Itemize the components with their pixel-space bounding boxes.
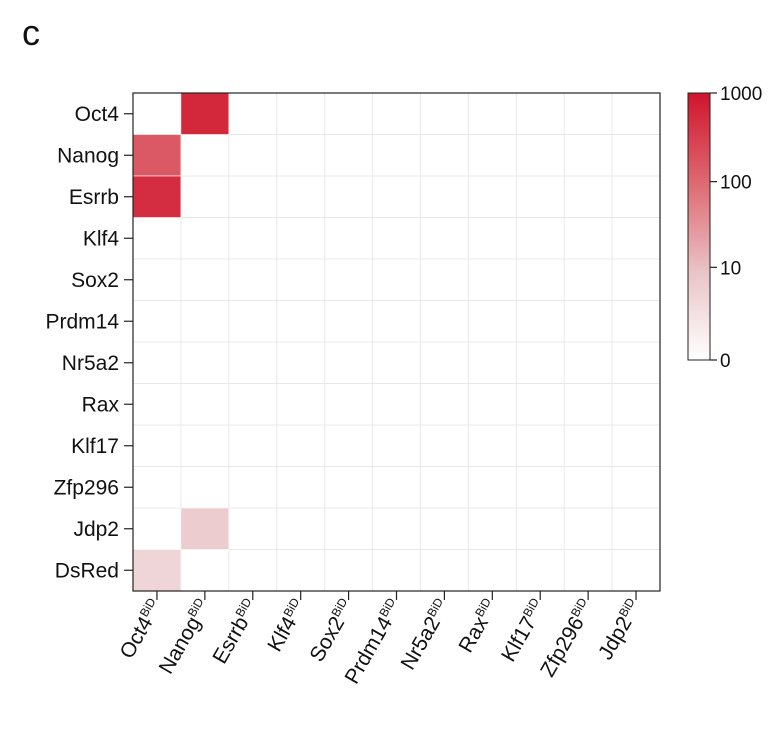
colorbar-gradient — [687, 92, 711, 361]
y-tick-label: Klf4 — [83, 227, 120, 250]
y-tick-label: Nr5a2 — [62, 352, 119, 375]
colorbar-tick-label: 0 — [720, 351, 731, 372]
x-tick-label: Prdm14BiD — [340, 595, 407, 688]
x-tick-label: NanogBiD — [154, 595, 216, 678]
heatmap-cells — [132, 92, 230, 592]
x-tick-label-name: Klf4 — [263, 612, 301, 655]
x-tick-label: Sox2BiD — [305, 595, 360, 665]
x-tick-label-name: Klf17 — [497, 613, 541, 666]
heatmap-cell-jdp2-nanog — [180, 507, 230, 550]
y-axis: Oct4 Nanog Esrrb Klf4 Sox2 Prdm14 Nr5a2 Rax Klf1… — [45, 103, 133, 582]
x-tick-label: Zfp296BiD — [535, 595, 598, 681]
x-tick-label: RaxBiD — [454, 595, 503, 656]
heatmap-cell-esrrb-oct4 — [132, 175, 182, 218]
colorbar-tick-label: 1000 — [720, 84, 762, 105]
y-tick-label: Oct4 — [75, 103, 120, 126]
y-tick-label: Sox2 — [71, 269, 119, 292]
x-tick-label-name: Nanog — [155, 613, 206, 678]
y-tick-label: Klf17 — [71, 435, 119, 458]
colorbar-ticks: 0 10 100 1000 — [710, 84, 762, 372]
x-tick-label: Jdp2BiD — [593, 595, 646, 663]
y-tick-label: Rax — [82, 393, 120, 416]
x-tick-label: Nr5a2BiD — [396, 595, 455, 674]
y-tick-label: Nanog — [57, 144, 119, 167]
heatmap-cell-dsred-oct4 — [132, 549, 182, 592]
x-tick-label: EsrrbBiD — [208, 595, 264, 667]
x-tick-label: Oct4BiD — [115, 595, 168, 662]
x-tick-label-name: Zfp296 — [536, 613, 589, 681]
colorbar-tick-label: 100 — [720, 173, 752, 194]
panel-letter: c — [22, 12, 40, 53]
y-tick-label: Zfp296 — [54, 476, 119, 499]
x-tick-label-name: Sox2 — [305, 613, 349, 666]
x-tick-label-name: Prdm14 — [340, 612, 397, 687]
y-tick-label: Esrrb — [69, 186, 119, 209]
x-tick-label-name: Oct4 — [116, 612, 158, 662]
y-tick-label: DsRed — [55, 559, 119, 582]
x-tick-label-name: Rax — [454, 612, 493, 656]
x-tick-label: Klf17BiD — [496, 595, 551, 665]
x-axis: Oct4BiDNanogBiDEsrrbBiDKlf4BiDSox2BiDPrd… — [115, 591, 646, 688]
x-tick-label-name: Nr5a2 — [397, 613, 446, 674]
heatmap-cell-oct4-nanog — [180, 92, 230, 135]
colorbar: 0 10 100 1000 — [687, 84, 762, 372]
y-tick-label: Prdm14 — [45, 310, 119, 333]
x-tick-label: Klf4BiD — [262, 595, 311, 655]
heatmap-cell-nanog-oct4 — [132, 134, 182, 177]
y-tick-label: Jdp2 — [73, 518, 119, 541]
colorbar-tick-label: 10 — [720, 258, 741, 279]
x-tick-label-name: Esrrb — [208, 613, 253, 668]
x-tick-label-name: Jdp2 — [594, 613, 637, 664]
